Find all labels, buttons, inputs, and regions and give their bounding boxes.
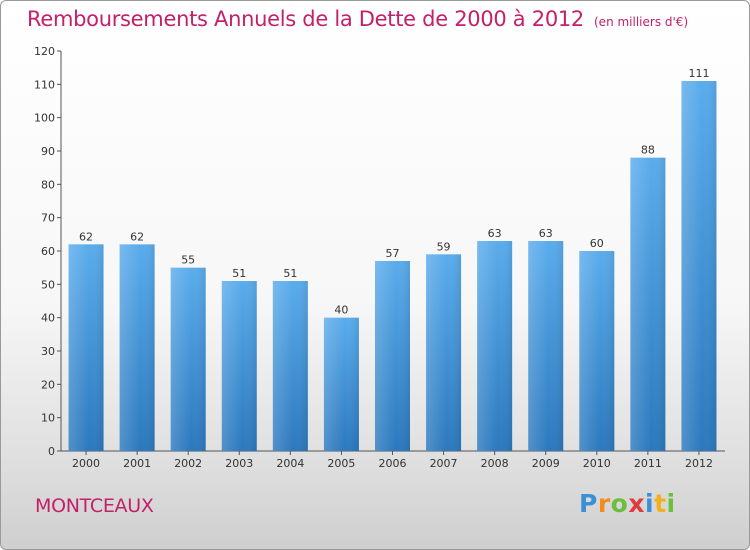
bar-value-label: 55	[181, 254, 195, 267]
x-tick-label: 2007	[430, 457, 458, 470]
bar-shade	[630, 157, 666, 451]
title-block: Remboursements Annuels de la Dette de 20…	[27, 7, 688, 31]
y-tick-label: 80	[41, 178, 55, 191]
logo-letter: i	[666, 489, 676, 518]
bar-shade	[119, 244, 155, 451]
bar-shade	[68, 244, 104, 451]
logo-letter: i	[645, 489, 655, 518]
bar-value-label: 62	[130, 230, 144, 243]
logo-letter: r	[597, 489, 611, 518]
bar-shade	[477, 241, 513, 451]
y-tick-label: 90	[41, 145, 55, 158]
x-tick-label: 2003	[225, 457, 253, 470]
y-tick-label: 100	[34, 112, 55, 125]
proxiti-logo: Proxiti	[579, 489, 676, 518]
bar-value-label: 40	[334, 304, 348, 317]
bar-shade	[272, 281, 308, 451]
bar-shade	[528, 241, 564, 451]
y-tick-label: 30	[41, 345, 55, 358]
x-tick-label: 2001	[123, 457, 151, 470]
bar-value-label: 63	[539, 227, 553, 240]
x-tick-label: 2006	[379, 457, 407, 470]
bar-shade	[170, 267, 206, 451]
bar-value-label: 111	[688, 67, 709, 80]
bar-value-label: 57	[386, 247, 400, 260]
y-tick-label: 60	[41, 245, 55, 258]
bar-value-label: 51	[283, 267, 297, 280]
x-tick-label: 2012	[685, 457, 713, 470]
bar-shade	[579, 251, 615, 451]
x-tick-label: 2000	[72, 457, 100, 470]
bar-value-label: 59	[437, 240, 451, 253]
bar-shade	[426, 254, 462, 451]
y-tick-label: 50	[41, 278, 55, 291]
bar-shade	[323, 317, 359, 451]
chart-subtitle: (en milliers d'€)	[594, 15, 689, 29]
commune-name: MONTCEAUX	[35, 495, 154, 517]
x-tick-label: 2002	[174, 457, 202, 470]
y-tick-label: 40	[41, 312, 55, 325]
y-tick-label: 110	[34, 78, 55, 91]
x-tick-label: 2009	[532, 457, 560, 470]
x-tick-label: 2011	[634, 457, 662, 470]
y-tick-label: 70	[41, 212, 55, 225]
logo-letter: t	[654, 489, 667, 518]
logo-letter: o	[610, 489, 629, 518]
y-tick-label: 120	[34, 45, 55, 58]
bar-value-label: 51	[232, 267, 246, 280]
chart-title: Remboursements Annuels de la Dette de 20…	[27, 7, 584, 31]
bar-shade	[221, 281, 257, 451]
bar-shade	[375, 261, 410, 451]
logo-letter: P	[579, 489, 598, 518]
bar-value-label: 60	[590, 237, 604, 250]
y-tick-label: 20	[41, 378, 55, 391]
x-tick-label: 2010	[583, 457, 611, 470]
logo-letter: x	[628, 489, 645, 518]
x-tick-label: 2005	[327, 457, 355, 470]
y-tick-label: 10	[41, 412, 55, 425]
y-tick-label: 0	[48, 445, 55, 458]
bar-value-label: 63	[488, 227, 502, 240]
bar-shade	[681, 81, 717, 451]
bar-value-label: 88	[641, 144, 655, 157]
x-tick-label: 2004	[276, 457, 304, 470]
x-tick-label: 2008	[481, 457, 509, 470]
bar-value-label: 62	[79, 230, 93, 243]
